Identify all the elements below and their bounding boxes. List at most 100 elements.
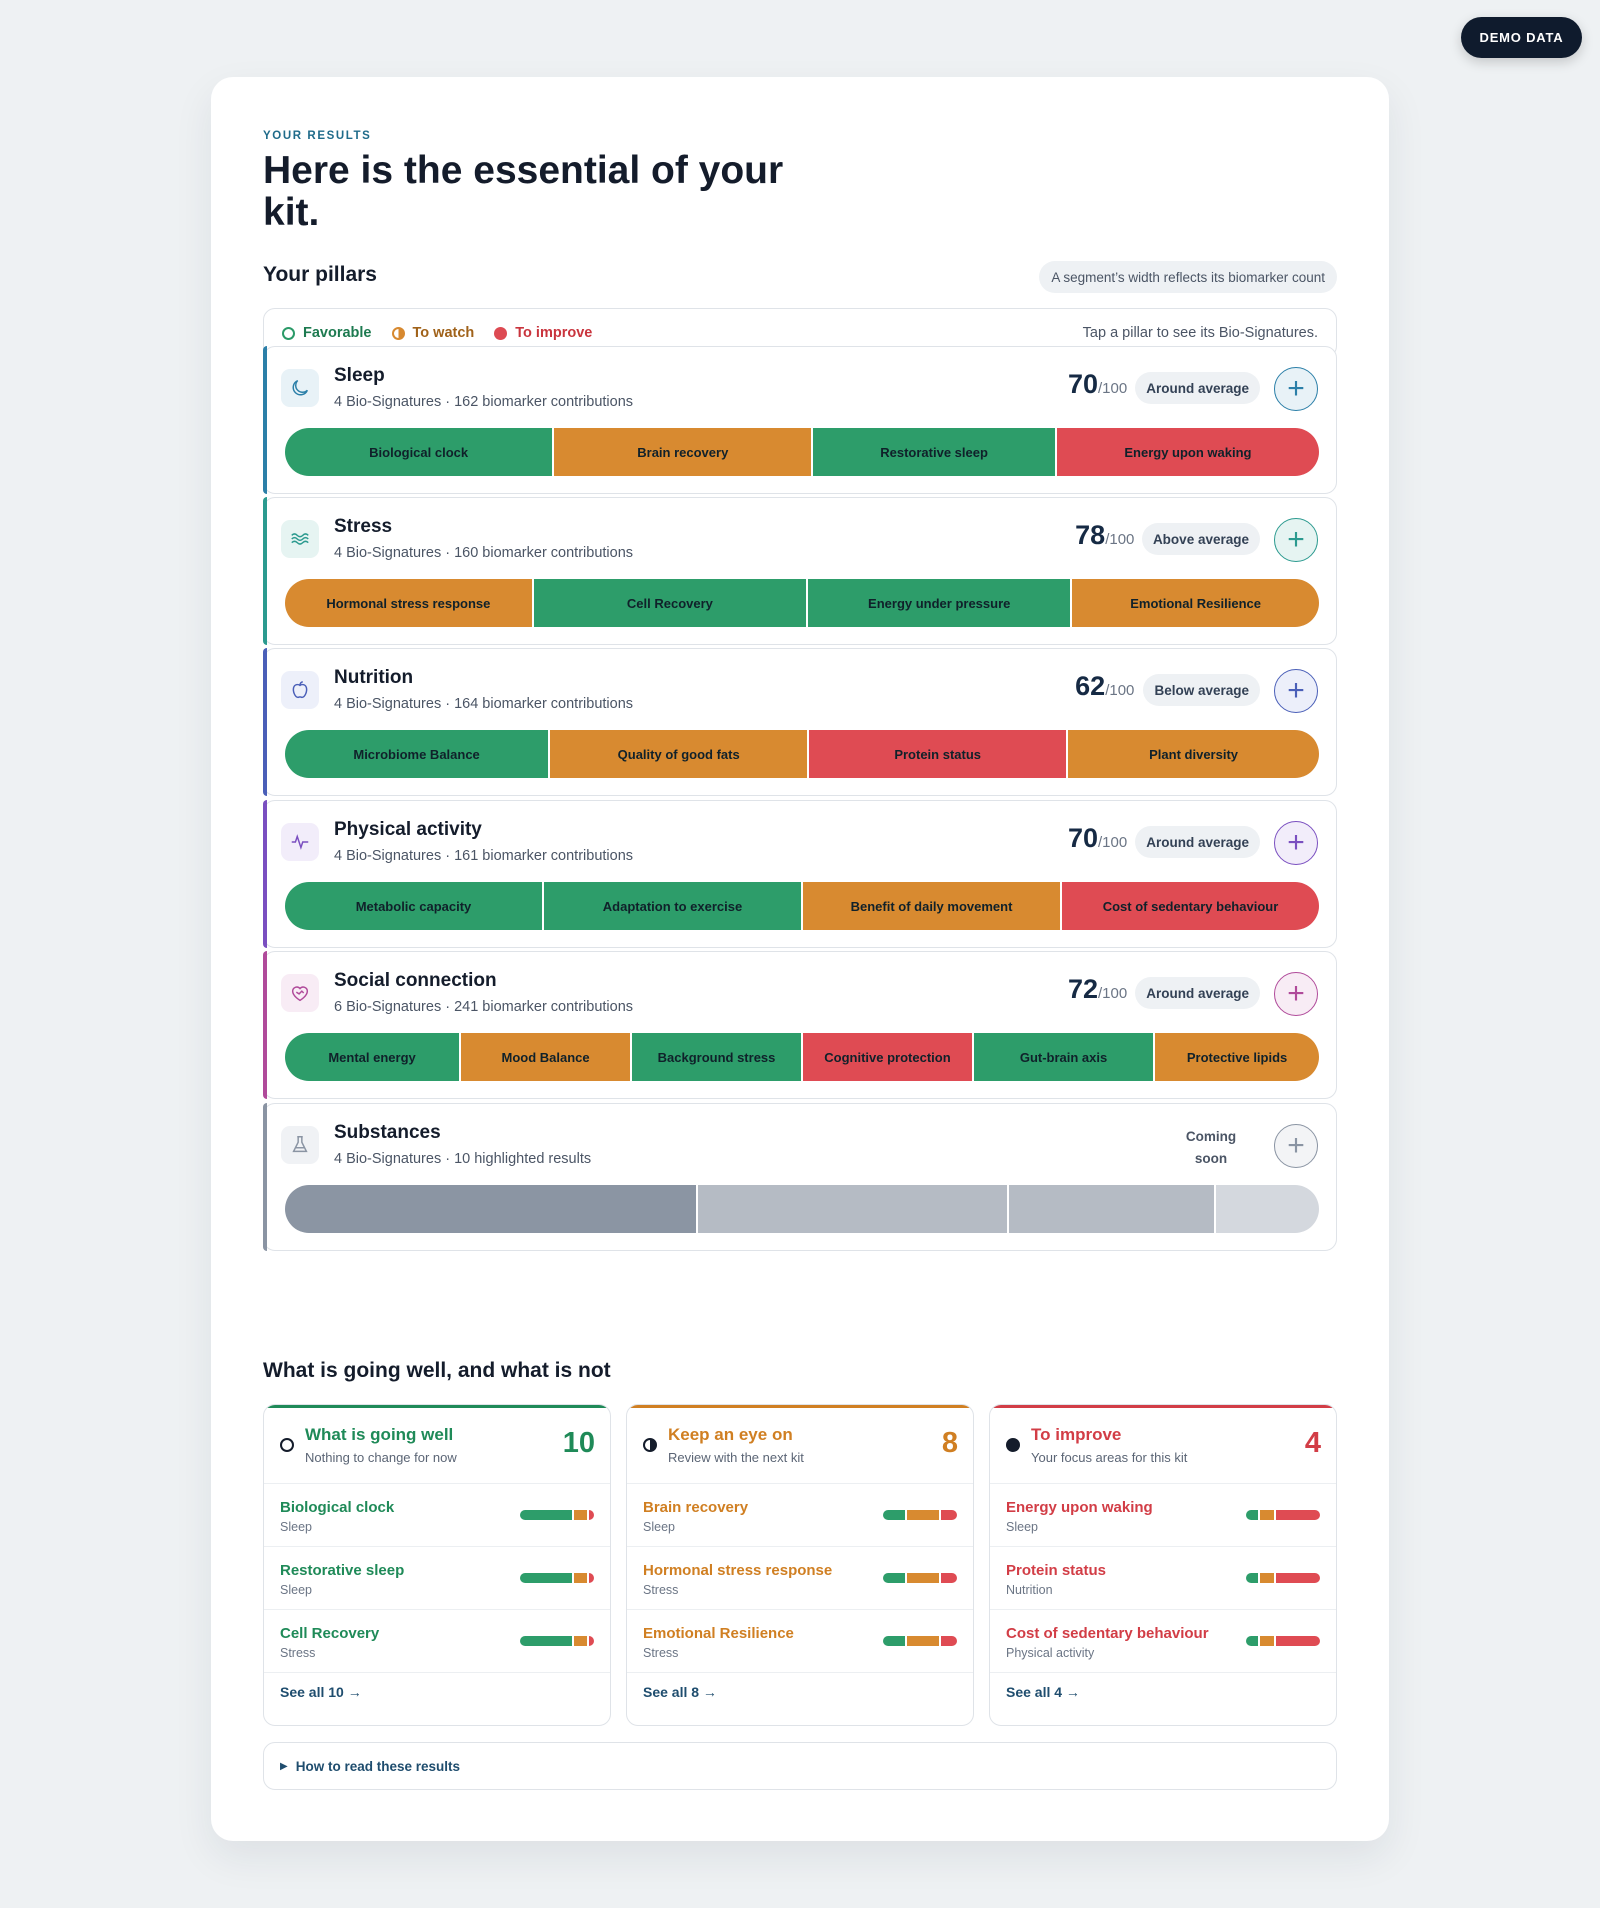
segment-mood-balance[interactable]: Mood Balance: [461, 1033, 633, 1081]
column-subtitle: Nothing to change for now: [305, 1450, 457, 1465]
pillar-subtitle: 4 Bio-Signatures · 164 biomarker contrib…: [334, 696, 634, 712]
segment-adaptation-to-exercise[interactable]: Adaptation to exercise: [544, 882, 803, 930]
expand-plus-icon[interactable]: +: [1274, 669, 1318, 713]
see-all-link[interactable]: See all 4 →: [1006, 1684, 1080, 1700]
list-item[interactable]: Biological clock Sleep: [264, 1484, 610, 1547]
segment-protein-status[interactable]: Protein status: [809, 730, 1069, 778]
mini-segment-to-watch: [574, 1573, 589, 1583]
mini-status-bar: [1246, 1510, 1320, 1520]
item-name: Emotional Resilience: [643, 1625, 794, 1642]
expand-plus-icon[interactable]: +: [1274, 972, 1318, 1016]
demo-data-badge: DEMO DATA: [1461, 17, 1582, 58]
score-value: 70: [1067, 369, 1098, 399]
mini-segment-to-improve: [941, 1636, 957, 1646]
segment-cost-of-sedentary-behaviour[interactable]: Cost of sedentary behaviour: [1062, 882, 1319, 930]
segment-metabolic-capacity[interactable]: Metabolic capacity: [285, 882, 544, 930]
list-item[interactable]: Protein status Nutrition: [990, 1547, 1336, 1610]
item-name: Protein status: [1006, 1562, 1107, 1579]
pillar-name: Social connection: [334, 970, 497, 991]
list-item[interactable]: Cost of sedentary behaviour Physical acti…: [990, 1610, 1336, 1673]
segment-restorative-sleep[interactable]: Restorative sleep: [813, 428, 1057, 476]
segment-cell-recovery[interactable]: Cell Recovery: [533, 579, 809, 627]
width-hint-chip: A segment’s width reflects its biomarker…: [1039, 261, 1337, 293]
see-all-link[interactable]: See all 8 →: [643, 1684, 717, 1700]
mini-status-bar: [520, 1636, 594, 1646]
pillar-subtitle: 4 Bio-Signatures · 160 biomarker contrib…: [334, 545, 634, 561]
mini-segment-to-improve: [589, 1573, 594, 1583]
how-to-read-toggle[interactable]: ▶ How to read these results: [263, 1742, 1337, 1790]
pillar-subtitle: 4 Bio-Signatures · 162 biomarker contrib…: [334, 394, 634, 410]
segment-energy-under-pressure[interactable]: Energy under pressure: [808, 579, 1073, 627]
see-all-link[interactable]: See all 10 →: [280, 1684, 362, 1700]
pillar-card-substances[interactable]: Substances 4 Bio-Signatures · 10 highligh…: [263, 1103, 1337, 1251]
mini-status-bar: [883, 1636, 957, 1646]
column-header: What is going well Nothing to change for …: [264, 1405, 610, 1484]
item-pillar: Sleep: [280, 1583, 312, 1597]
segment-protective-lipids[interactable]: Protective lipids: [1155, 1033, 1319, 1081]
item-name: Biological clock: [280, 1499, 395, 1516]
expand-plus-icon[interactable]: +: [1274, 1124, 1318, 1168]
results-card: YOUR RESULTS Here is the essential of yo…: [211, 77, 1389, 1841]
segment-background-stress[interactable]: Background stress: [632, 1033, 803, 1081]
pillar-card-physical-activity[interactable]: Physical activity 4 Bio-Signatures · 161 …: [263, 800, 1337, 948]
list-item[interactable]: Hormonal stress response Stress: [627, 1547, 973, 1610]
column-title: What is going well: [305, 1425, 454, 1444]
expand-plus-icon[interactable]: +: [1274, 821, 1318, 865]
pillar-score: 70/100: [1068, 369, 1127, 400]
score-max: /100: [1098, 985, 1128, 1002]
list-item[interactable]: Emotional Resilience Stress: [627, 1610, 973, 1673]
column-top-accent: [627, 1405, 973, 1408]
rating-badge: Around average: [1135, 372, 1260, 404]
column-title: Keep an eye on: [668, 1425, 793, 1444]
segment-cognitive-protection[interactable]: Cognitive protection: [802, 1033, 974, 1081]
expand-plus-icon[interactable]: +: [1274, 518, 1318, 562]
segment-brain-recovery[interactable]: Brain recovery: [554, 428, 814, 476]
item-pillar: Sleep: [1006, 1520, 1038, 1534]
segment-microbiome-balance[interactable]: Microbiome Balance: [285, 730, 551, 778]
summary-title: What is going well, and what is not: [263, 1359, 611, 1382]
summary-column-to-improve: To improve Your focus areas for this kit 4…: [989, 1404, 1337, 1726]
mini-status-bar: [1246, 1636, 1320, 1646]
item-name: Cell Recovery: [280, 1625, 380, 1642]
segment-placeholder-4: [1216, 1185, 1319, 1233]
segment-benefit-of-daily-movement[interactable]: Benefit of daily movement: [803, 882, 1062, 930]
pillar-score: 72/100: [1068, 974, 1127, 1005]
pillar-name: Stress: [334, 516, 393, 537]
mini-status-bar: [520, 1573, 594, 1583]
list-item[interactable]: Energy upon waking Sleep: [990, 1484, 1336, 1547]
column-top-accent: [264, 1405, 610, 1408]
mini-segment-favorable: [520, 1510, 574, 1520]
biosignature-bar: [285, 1185, 1319, 1233]
list-item[interactable]: Brain recovery Sleep: [627, 1484, 973, 1547]
segment-emotional-resilience[interactable]: Emotional Resilience: [1072, 579, 1319, 627]
column-count: 10: [562, 1427, 595, 1459]
mini-segment-to-watch: [907, 1510, 941, 1520]
list-item[interactable]: Restorative sleep Sleep: [264, 1547, 610, 1610]
pillar-accent: [263, 1103, 267, 1251]
segment-mental-energy[interactable]: Mental energy: [285, 1033, 462, 1081]
list-item[interactable]: Cell Recovery Stress: [264, 1610, 610, 1673]
segment-gut-brain-axis[interactable]: Gut-brain axis: [973, 1033, 1156, 1081]
mini-segment-to-improve: [1276, 1573, 1320, 1583]
to-watch-dot-icon: [643, 1438, 657, 1452]
segment-hormonal-stress-response[interactable]: Hormonal stress response: [285, 579, 534, 627]
pillar-card-social-connection[interactable]: Social connection 6 Bio-Signatures · 241 …: [263, 951, 1337, 1099]
segment-quality-of-good-fats[interactable]: Quality of good fats: [550, 730, 810, 778]
segment-energy-upon-waking[interactable]: Energy upon waking: [1056, 428, 1319, 476]
column-title: To improve: [1031, 1425, 1122, 1444]
item-name: Hormonal stress response: [643, 1562, 833, 1579]
pillar-card-stress[interactable]: Stress 4 Bio-Signatures · 160 biomarker c…: [263, 497, 1337, 645]
segment-placeholder-2: [698, 1185, 1009, 1233]
pillar-card-sleep[interactable]: Sleep 4 Bio-Signatures · 162 biomarker co…: [263, 346, 1337, 494]
pillar-card-nutrition[interactable]: Nutrition 4 Bio-Signatures · 164 biomarke…: [263, 648, 1337, 796]
expand-plus-icon[interactable]: +: [1274, 367, 1318, 411]
biosignature-bar: Hormonal stress response Cell Recovery Ene…: [285, 579, 1319, 627]
segment-biological-clock[interactable]: Biological clock: [285, 428, 555, 476]
segment-plant-diversity[interactable]: Plant diversity: [1068, 730, 1319, 778]
pillar-score: 78/100: [1075, 520, 1134, 551]
pillar-subtitle: 4 Bio-Signatures · 10 highlighted result…: [334, 1151, 592, 1167]
column-subtitle: Review with the next kit: [668, 1450, 804, 1465]
biosignature-bar: Metabolic capacity Adaptation to exercise…: [285, 882, 1319, 930]
item-pillar: Physical activity: [1006, 1646, 1095, 1660]
column-count: 8: [941, 1427, 958, 1459]
